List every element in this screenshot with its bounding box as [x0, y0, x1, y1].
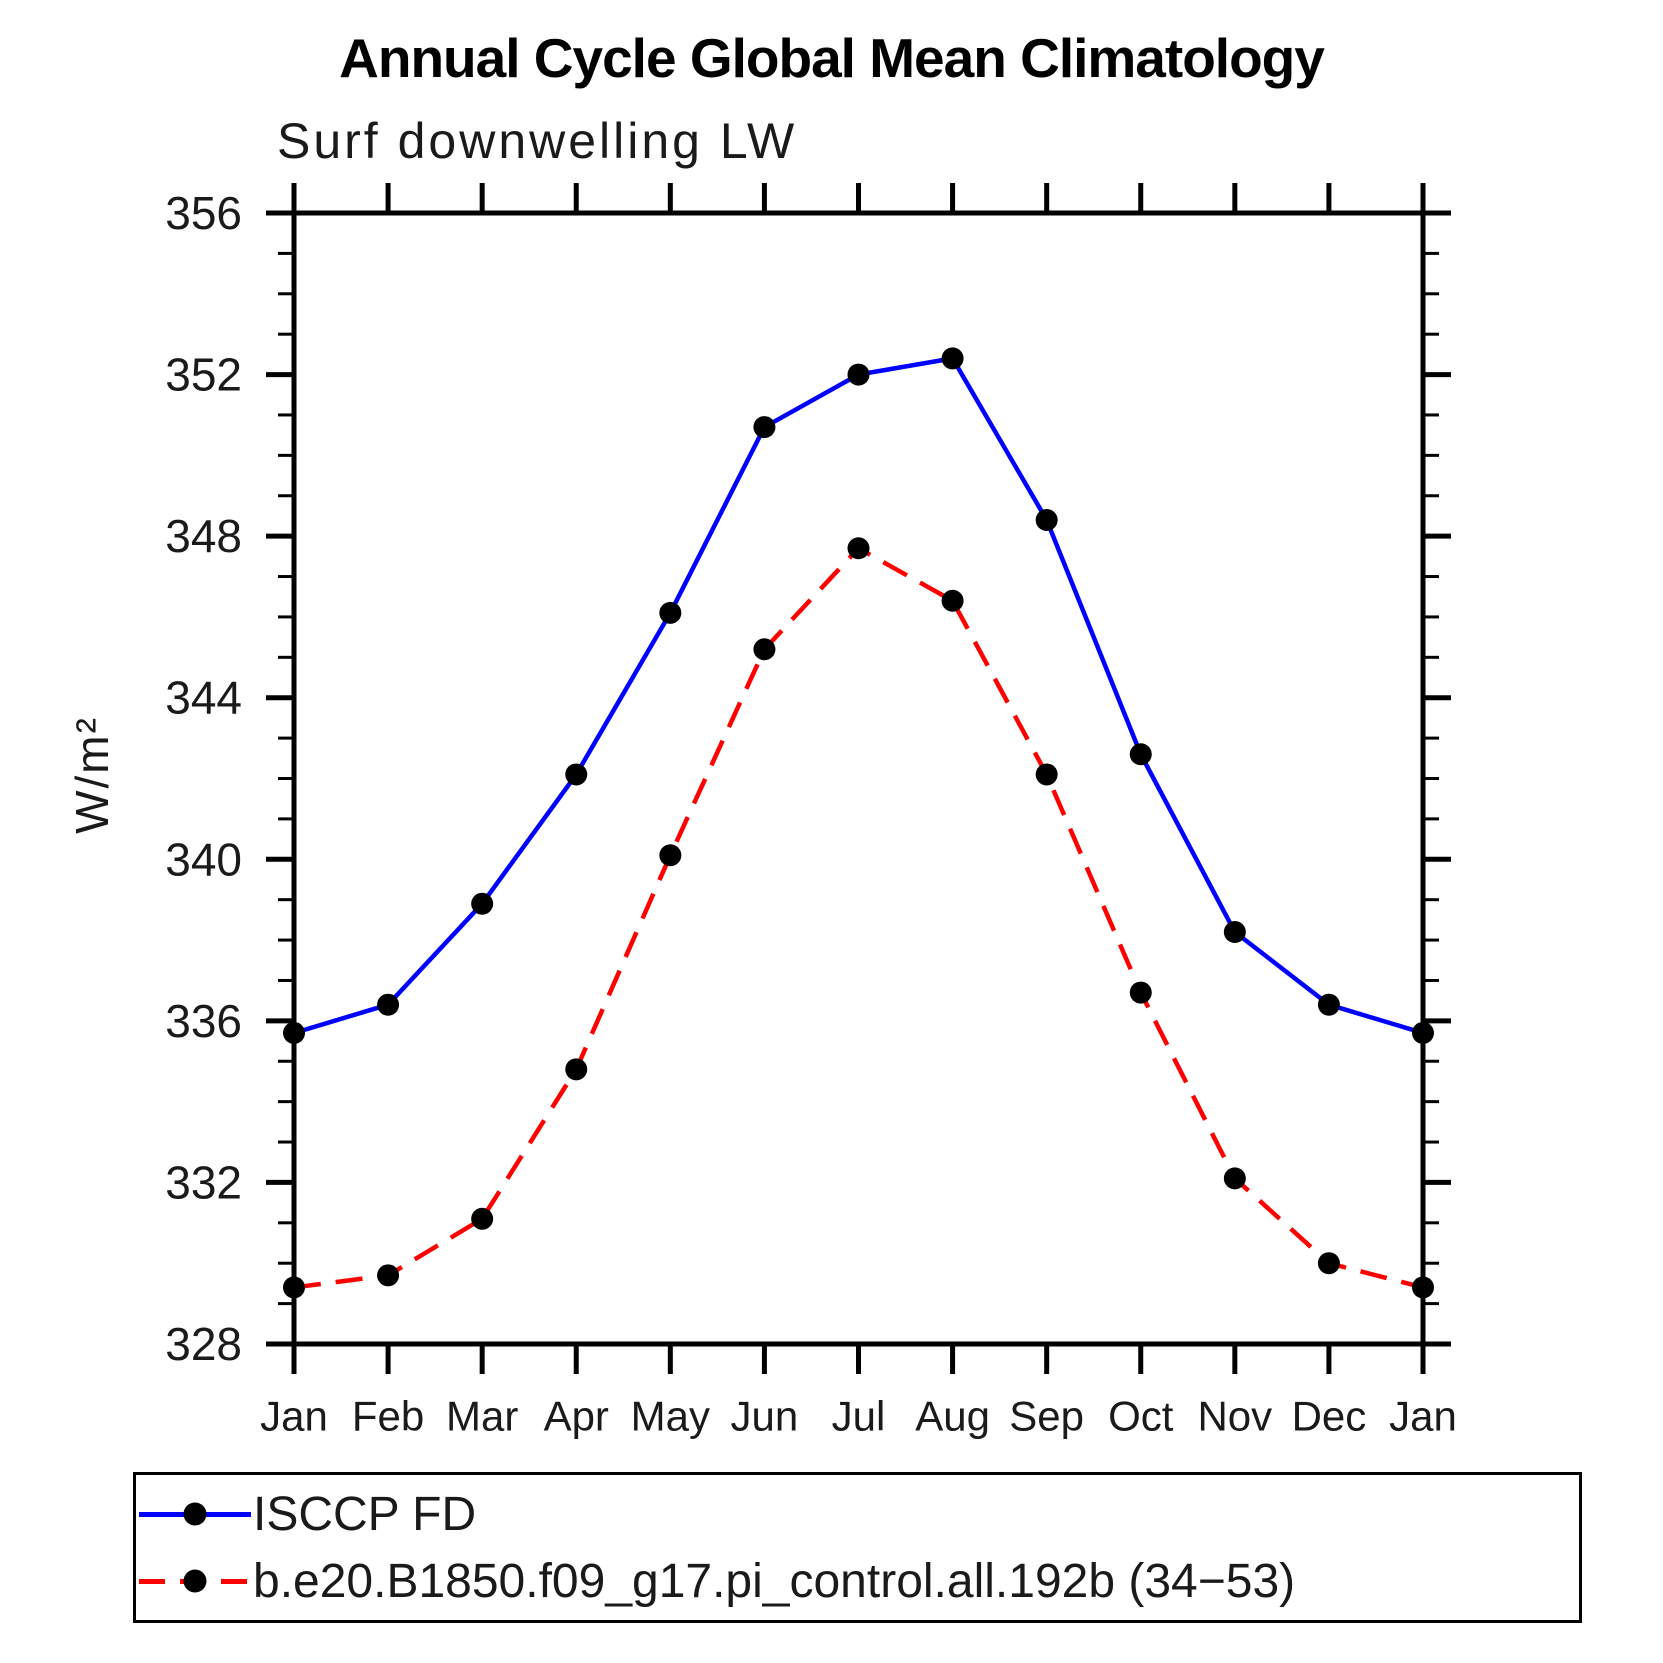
data-point: [565, 763, 588, 786]
data-point: [753, 638, 776, 661]
series-line-1: [293, 545, 1424, 1290]
y-tick-label: 344: [165, 672, 242, 724]
data-point: [1317, 993, 1340, 1016]
data-point: [377, 993, 400, 1016]
data-point: [283, 1021, 305, 1044]
legend-marker-icon: [183, 1502, 207, 1526]
legend-line-sample-dashed: [139, 1569, 251, 1593]
y-tick-label: 336: [165, 995, 242, 1047]
data-point: [847, 363, 870, 386]
x-tick-label: Apr: [544, 1392, 609, 1439]
data-point: [753, 416, 776, 439]
data-point: [471, 892, 494, 915]
x-tick-label: Jun: [731, 1392, 799, 1439]
x-tick-label: Mar: [446, 1392, 518, 1439]
data-point: [1412, 1021, 1434, 1044]
data-point: [377, 1264, 400, 1287]
x-tick-label: Dec: [1292, 1392, 1367, 1439]
legend-marker-icon: [183, 1569, 207, 1593]
data-point: [1223, 920, 1246, 943]
y-tick-label: 328: [165, 1318, 242, 1370]
data-point: [1129, 743, 1152, 766]
x-tick-label: Aug: [915, 1392, 990, 1439]
x-tick-label: Sep: [1009, 1392, 1084, 1439]
data-point: [847, 537, 870, 560]
y-tick-label: 348: [165, 510, 242, 562]
y-tick-label: 352: [165, 349, 242, 401]
series-line-0: [293, 355, 1424, 1036]
legend-label: ISCCP FD: [253, 1487, 477, 1541]
data-point: [1317, 1252, 1340, 1275]
legend-item-isccp: ISCCP FD: [139, 1485, 1579, 1543]
x-tick-label: Nov: [1197, 1392, 1272, 1439]
data-point: [283, 1276, 305, 1299]
legend-item-model: b.e20.B1850.f09_g17.pi_control.all.192b …: [139, 1552, 1579, 1610]
data-point: [1412, 1276, 1434, 1299]
data-point: [1129, 981, 1152, 1004]
data-point: [659, 601, 682, 624]
x-tick-label: Oct: [1108, 1392, 1174, 1439]
data-point: [1035, 508, 1058, 531]
y-tick-label: 340: [165, 833, 242, 885]
data-point: [1223, 1167, 1246, 1190]
data-point: [659, 844, 682, 867]
data-point: [565, 1058, 588, 1081]
legend: ISCCP FD b.e20.B1850.f09_g17.pi_control.…: [133, 1472, 1582, 1623]
x-tick-label: Feb: [352, 1392, 424, 1439]
y-tick-label: 332: [165, 1156, 242, 1208]
chart-subtitle: Surf downwelling LW: [277, 113, 798, 169]
data-point: [941, 347, 964, 370]
y-tick-label: 356: [165, 187, 242, 239]
legend-label: b.e20.B1850.f09_g17.pi_control.all.192b …: [253, 1554, 1296, 1608]
data-point: [471, 1207, 494, 1230]
chart-title: Annual Cycle Global Mean Climatology: [339, 27, 1325, 89]
plot-frame: [291, 210, 1426, 1347]
data-point: [941, 589, 964, 612]
x-tick-label: Jul: [832, 1392, 886, 1439]
legend-line-sample-solid: [139, 1502, 251, 1526]
x-tick-label: Jan: [1389, 1392, 1457, 1439]
x-tick-label: Jan: [260, 1392, 328, 1439]
data-point: [1035, 763, 1058, 786]
x-tick-label: May: [631, 1392, 710, 1439]
